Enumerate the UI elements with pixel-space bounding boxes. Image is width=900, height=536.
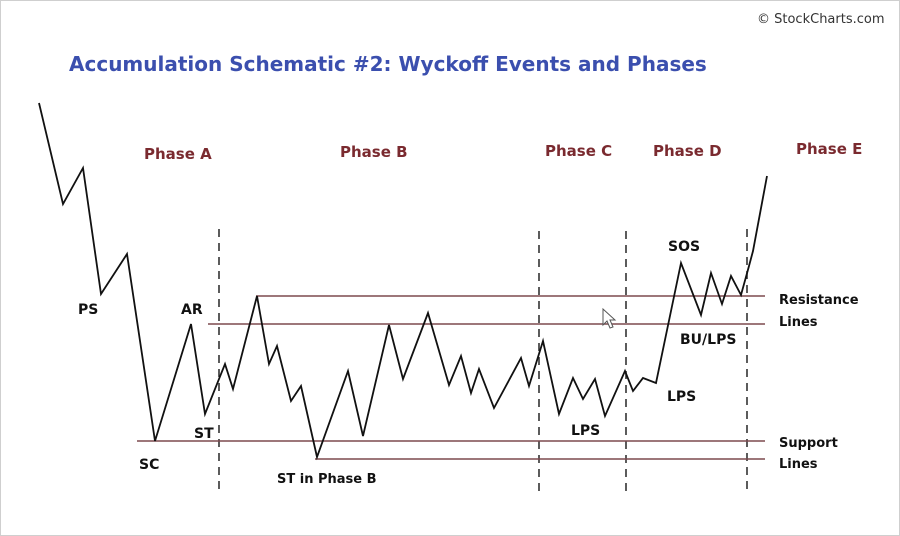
mouse-cursor-icon <box>602 307 617 329</box>
event-lps-phase-d: LPS <box>667 389 696 405</box>
resistance-label-line1: Resistance <box>779 293 859 308</box>
support-label-line2: Lines <box>779 457 818 472</box>
phase-d-label: Phase D <box>653 142 722 160</box>
phase-b-label: Phase B <box>340 143 408 161</box>
phase-a-label: Phase A <box>144 145 212 163</box>
watermark: © StockCharts.com <box>757 12 885 27</box>
event-bu-lps: BU/LPS <box>680 332 736 348</box>
event-ps: PS <box>78 302 98 318</box>
phase-c-label: Phase C <box>545 142 612 160</box>
phase-e-label: Phase E <box>796 140 862 158</box>
resistance-label-line2: Lines <box>779 315 818 330</box>
event-st: ST <box>194 426 214 442</box>
event-lps-phase-c: LPS <box>571 423 600 439</box>
price-path <box>38 102 768 461</box>
event-ar: AR <box>181 302 203 318</box>
event-st-phase-b: ST in Phase B <box>277 472 377 487</box>
event-sc: SC <box>139 457 159 473</box>
support-label-line1: Support <box>779 436 838 451</box>
event-sos: SOS <box>668 239 700 255</box>
diagram-title: Accumulation Schematic #2: Wyckoff Event… <box>69 52 707 76</box>
